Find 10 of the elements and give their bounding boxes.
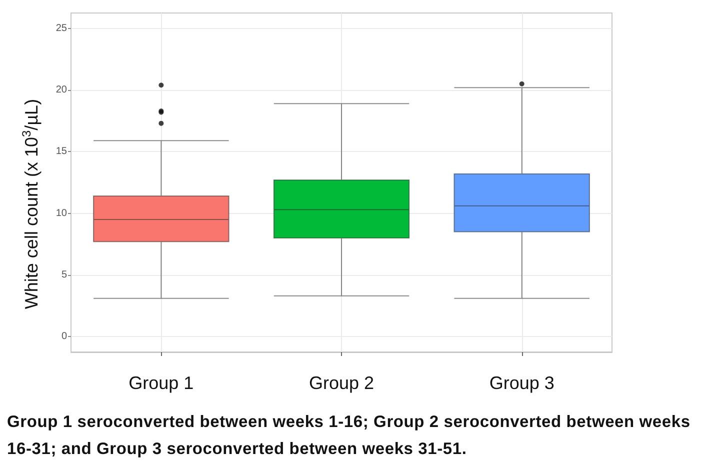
y-tick-label: 10	[56, 208, 68, 219]
x-tick-label: Group 3	[489, 373, 554, 393]
x-tick-label: Group 1	[128, 373, 194, 393]
y-tick-label: 0	[61, 331, 68, 342]
x-tick-label: Group 2	[308, 373, 374, 393]
y-tick-label: 5	[61, 269, 68, 280]
text: Group 1 seroconverted between weeks 1-16; Group 2 seroconverted between weeks 16-31; and Group 3 seroconverted between weeks 31-51.	[7, 412, 692, 460]
y-tick-label: 20	[56, 84, 68, 96]
y-tick-label: 25	[56, 22, 68, 34]
y-tick-label: 15	[56, 146, 68, 158]
